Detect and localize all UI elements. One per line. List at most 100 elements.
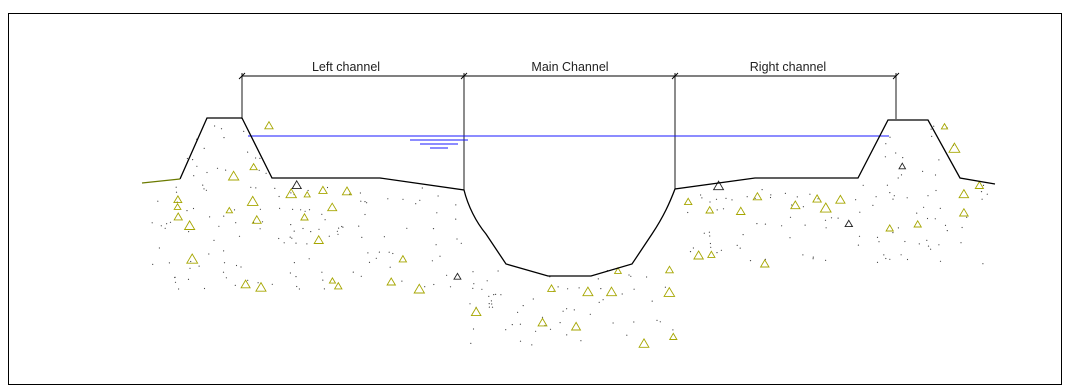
gravel-triangle: [249, 162, 258, 171]
soil-dot: [789, 216, 792, 218]
gravel-triangle: [885, 224, 895, 232]
soil-dot: [689, 251, 692, 253]
soil-dot: [293, 230, 295, 232]
soil-dot: [238, 235, 241, 237]
soil-dot: [892, 198, 894, 200]
soil-dot: [904, 240, 906, 243]
soil-dot: [764, 223, 767, 225]
gravel-triangle: [668, 332, 678, 340]
soil-dot: [419, 199, 421, 201]
soil-dot: [261, 221, 264, 223]
ground-line-left: [141, 178, 181, 184]
gravel-triangle: [453, 272, 462, 280]
soil-dot: [621, 293, 623, 295]
soil-dot: [562, 310, 564, 312]
soil-dot: [731, 199, 733, 201]
gravel-triangle: [413, 283, 426, 294]
soil-dot: [715, 198, 718, 200]
soil-dot: [927, 195, 929, 197]
gravel-triangle: [683, 197, 693, 206]
soil-dot: [812, 258, 814, 260]
soil-dot: [926, 239, 928, 241]
soil-dot: [472, 271, 474, 273]
soil-dot: [424, 286, 426, 288]
soil-dot: [488, 303, 490, 305]
gravel-triangle: [819, 202, 832, 213]
soil-dot: [902, 157, 904, 159]
soil-dot: [633, 321, 635, 323]
soil-dot: [488, 295, 490, 297]
gravel-triangle: [173, 195, 183, 204]
soil-dot: [895, 152, 897, 154]
soil-dot: [646, 276, 648, 278]
soil-dot: [389, 266, 391, 268]
soil-dot: [664, 286, 667, 288]
soil-dot: [449, 286, 452, 288]
soil-dot: [192, 207, 195, 210]
gravel-triangle: [663, 286, 676, 297]
soil-dot: [918, 243, 920, 245]
gravel-triangle: [546, 284, 557, 292]
gravel-triangle: [835, 194, 846, 204]
soil-dot: [916, 212, 918, 214]
gravel-triangle: [285, 187, 298, 199]
gravel-triangle: [664, 265, 675, 274]
soil-dot: [889, 258, 891, 260]
soil-dot: [358, 225, 360, 227]
soil-dot: [321, 271, 323, 273]
soil-dot: [749, 260, 752, 262]
soil-dot: [247, 279, 249, 281]
gravel-triangle: [958, 188, 970, 199]
soil-dot: [190, 260, 192, 263]
gravel-triangle: [537, 317, 548, 327]
soil-dot: [274, 187, 276, 189]
soil-texture: [151, 120, 988, 348]
soil-dot: [857, 244, 860, 246]
soil-dot: [981, 198, 983, 200]
soil-dot: [796, 196, 798, 198]
soil-dot: [175, 191, 178, 193]
soil-dot: [825, 227, 827, 229]
soil-dot: [897, 227, 900, 229]
soil-dot: [770, 194, 772, 196]
soil-dot: [830, 217, 833, 219]
gravel-triangle: [693, 250, 705, 260]
soil-dot: [982, 184, 985, 186]
soil-dot: [283, 242, 285, 244]
soil-dot: [352, 271, 354, 273]
soil-dot: [361, 236, 363, 238]
soil-dot: [437, 195, 439, 197]
soil-dot: [742, 234, 744, 236]
soil-dot: [938, 159, 940, 161]
soil-dot: [930, 128, 932, 130]
gravel-triangle: [707, 250, 716, 258]
soil-dot: [549, 328, 552, 330]
soil-dot: [366, 202, 368, 204]
soil-dot: [166, 223, 168, 225]
soil-dot: [342, 226, 344, 228]
soil-dot: [923, 206, 925, 208]
soil-dot: [187, 278, 190, 280]
soil-dot: [495, 293, 497, 295]
gravel-triangle: [328, 277, 337, 284]
soil-dot: [722, 208, 725, 210]
gravel-triangle: [638, 338, 650, 348]
soil-dot: [491, 303, 493, 305]
soil-dot: [930, 248, 932, 250]
soil-dot: [573, 309, 575, 311]
gravel-triangle: [246, 195, 259, 206]
soil-dot: [692, 247, 695, 249]
soil-dot: [360, 200, 362, 202]
soil-dot: [387, 198, 389, 200]
soil-dot: [716, 209, 718, 211]
soil-dot: [223, 250, 225, 252]
soil-dot: [337, 233, 339, 235]
soil-dot: [858, 235, 861, 237]
soil-dot: [701, 197, 703, 199]
gravel-triangle: [227, 170, 240, 181]
soil-dot: [519, 340, 522, 342]
soil-dot: [169, 221, 172, 223]
soil-dot: [700, 194, 702, 196]
soil-dot: [906, 197, 908, 199]
soil-dot: [186, 210, 188, 212]
